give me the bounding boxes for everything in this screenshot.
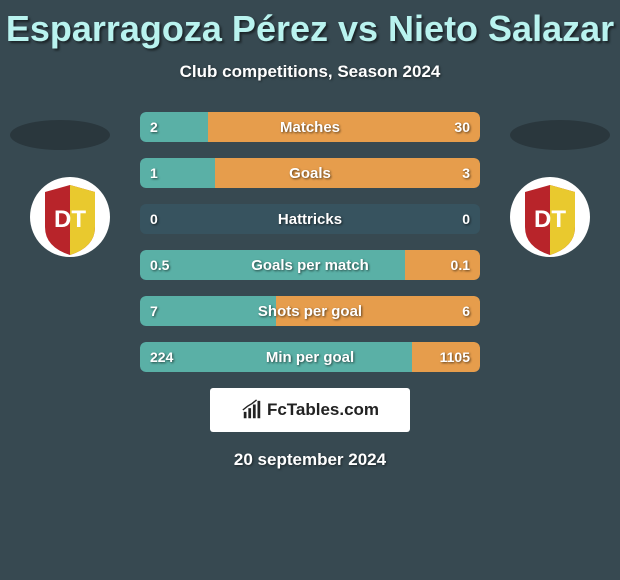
stat-bars: 2 Matches 30 1 Goals 3 0 Hattricks 0 0.5… <box>140 112 480 372</box>
brand-text: FcTables.com <box>267 400 379 420</box>
stat-label: Goals <box>140 158 480 188</box>
stat-value-right: 6 <box>462 296 470 326</box>
stat-label: Matches <box>140 112 480 142</box>
team-badge-right: DT <box>510 177 590 257</box>
brand-chart-icon <box>241 399 263 421</box>
stat-row-goals-per-match: 0.5 Goals per match 0.1 <box>140 250 480 280</box>
team-badge-left-icon: DT <box>30 177 110 257</box>
footer-date: 20 september 2024 <box>0 450 620 470</box>
stat-row-hattricks: 0 Hattricks 0 <box>140 204 480 234</box>
stat-row-shots-per-goal: 7 Shots per goal 6 <box>140 296 480 326</box>
stat-row-matches: 2 Matches 30 <box>140 112 480 142</box>
stat-value-right: 0 <box>462 204 470 234</box>
team-badge-left: DT <box>30 177 110 257</box>
stat-row-goals: 1 Goals 3 <box>140 158 480 188</box>
stat-label: Hattricks <box>140 204 480 234</box>
stat-label: Min per goal <box>140 342 480 372</box>
page-title: Esparragoza Pérez vs Nieto Salazar <box>0 0 620 50</box>
svg-text:DT: DT <box>54 206 86 233</box>
comparison-panel: DT DT 2 Matches 30 1 Goals 3 0 Hattri <box>0 112 620 470</box>
stat-value-right: 0.1 <box>451 250 470 280</box>
stat-value-right: 3 <box>462 158 470 188</box>
stat-label: Goals per match <box>140 250 480 280</box>
team-badge-right-icon: DT <box>510 177 590 257</box>
stat-value-right: 30 <box>454 112 470 142</box>
page-subtitle: Club competitions, Season 2024 <box>0 62 620 82</box>
stat-value-right: 1105 <box>440 342 470 372</box>
player-shadow-left <box>10 120 110 150</box>
brand-box: FcTables.com <box>210 388 410 432</box>
svg-text:DT: DT <box>534 206 566 233</box>
player-shadow-right <box>510 120 610 150</box>
stat-label: Shots per goal <box>140 296 480 326</box>
stat-row-min-per-goal: 224 Min per goal 1105 <box>140 342 480 372</box>
